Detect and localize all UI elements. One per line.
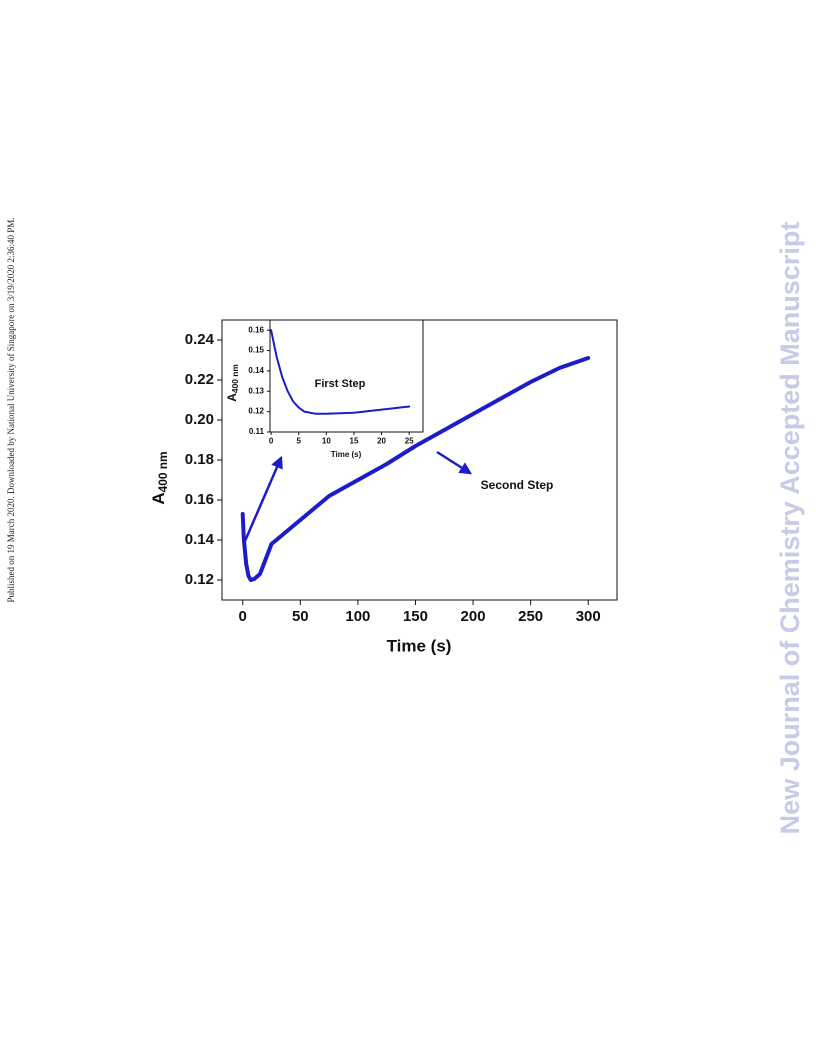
y-tick-label: 0.12 (248, 407, 264, 416)
x-tick-label: 50 (292, 608, 309, 625)
side-note: Published on 19 March 2020. Downloaded b… (6, 218, 16, 603)
y-axis-label-sub: 400 nm (156, 451, 170, 492)
y-axis-label: A400 nm (149, 451, 170, 504)
x-tick-label: 300 (576, 608, 601, 625)
annotation: First Step (315, 378, 366, 390)
x-tick-label: 100 (345, 608, 370, 625)
y-axis-label-main: A (149, 492, 168, 504)
y-tick-label: 0.16 (248, 325, 264, 334)
y-tick-label: 0.20 (185, 411, 214, 428)
y-tick-label: 0.13 (248, 386, 264, 395)
x-tick-label: 200 (461, 608, 486, 625)
y-tick-label: 0.11 (249, 427, 265, 436)
y-tick-label: 0.22 (185, 371, 214, 388)
y-axis-label-main: A (225, 393, 239, 402)
x-tick-label: 25 (405, 437, 414, 446)
x-tick-label: 0 (269, 437, 274, 446)
x-axis-label: Time (s) (331, 450, 362, 459)
y-tick-label: 0.12 (185, 571, 214, 588)
x-tick-label: 250 (518, 608, 543, 625)
y-tick-label: 0.14 (248, 366, 264, 375)
x-tick-label: 20 (377, 437, 386, 446)
watermark: New Journal of Chemistry Accepted Manusc… (775, 222, 805, 835)
inset-background (270, 320, 423, 432)
x-axis-label: Time (s) (387, 636, 452, 655)
y-axis-label-sub: 400 nm (230, 364, 240, 393)
y-tick-label: 0.15 (248, 346, 264, 355)
data-line (240, 356, 591, 582)
x-tick-label: 0 (239, 608, 247, 625)
y-tick-label: 0.16 (185, 491, 214, 508)
x-tick-label: 10 (322, 437, 331, 446)
data-line (270, 329, 411, 415)
y-tick-label: 0.24 (185, 331, 215, 348)
x-tick-label: 150 (403, 608, 428, 625)
x-tick-label: 5 (296, 437, 301, 446)
y-tick-label: 0.14 (185, 531, 215, 548)
annotation: Second Step (481, 478, 554, 492)
arrow (436, 450, 473, 475)
y-axis-label: A400 nm (225, 364, 240, 402)
y-tick-label: 0.18 (185, 451, 214, 468)
x-tick-label: 15 (350, 437, 359, 446)
plot-frame (269, 319, 424, 433)
arrow (243, 455, 283, 542)
